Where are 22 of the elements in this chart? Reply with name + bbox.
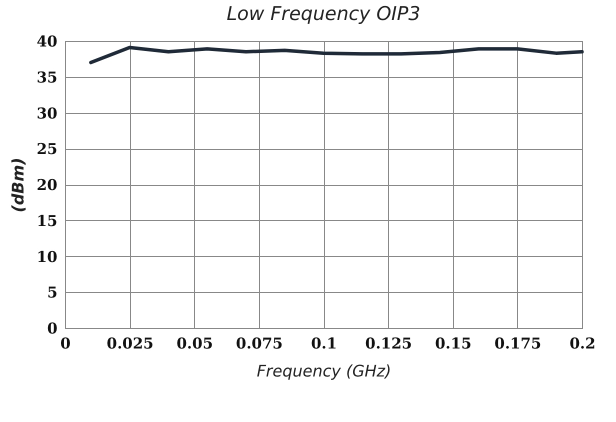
line-series bbox=[89, 46, 584, 64]
x-tick-label: 0.075 bbox=[236, 334, 283, 352]
y-tick-label: 25 bbox=[36, 140, 58, 158]
y-tick-label: 10 bbox=[36, 248, 58, 266]
x-tick-label: 0 bbox=[60, 334, 71, 352]
x-tick-label: 0.125 bbox=[365, 334, 412, 352]
x-axis-title: Frequency (GHz) bbox=[256, 362, 392, 380]
y-tick-label: 35 bbox=[36, 68, 58, 86]
y-tick-label: 20 bbox=[36, 176, 58, 194]
y-tick-label: 40 bbox=[36, 32, 58, 50]
y-tick-label: 30 bbox=[36, 104, 58, 122]
x-tick-label: 0.175 bbox=[494, 334, 542, 352]
x-tick-label: 0.1 bbox=[310, 334, 338, 352]
x-tick-label: 0.05 bbox=[176, 334, 214, 352]
x-tick-label: 0.2 bbox=[569, 334, 596, 352]
y-tick-label: 5 bbox=[47, 284, 58, 302]
x-tick-label: 0.15 bbox=[434, 334, 472, 352]
y-tick-label: 0 bbox=[47, 320, 58, 338]
x-tick-label: 0.025 bbox=[106, 334, 154, 352]
chart-title: Low Frequency OIP3 bbox=[226, 3, 420, 25]
y-axis-title: (dBm) bbox=[8, 158, 28, 212]
y-tick-label: 15 bbox=[36, 212, 58, 230]
